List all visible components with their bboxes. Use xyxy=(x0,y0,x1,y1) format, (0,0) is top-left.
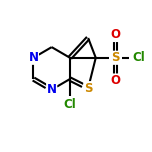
Text: S: S xyxy=(84,82,92,95)
Text: S: S xyxy=(111,51,120,64)
Text: O: O xyxy=(111,28,121,41)
Text: Cl: Cl xyxy=(132,51,145,64)
Text: N: N xyxy=(28,51,38,64)
Text: O: O xyxy=(111,74,121,87)
Text: N: N xyxy=(47,83,57,96)
Text: Cl: Cl xyxy=(64,98,76,111)
